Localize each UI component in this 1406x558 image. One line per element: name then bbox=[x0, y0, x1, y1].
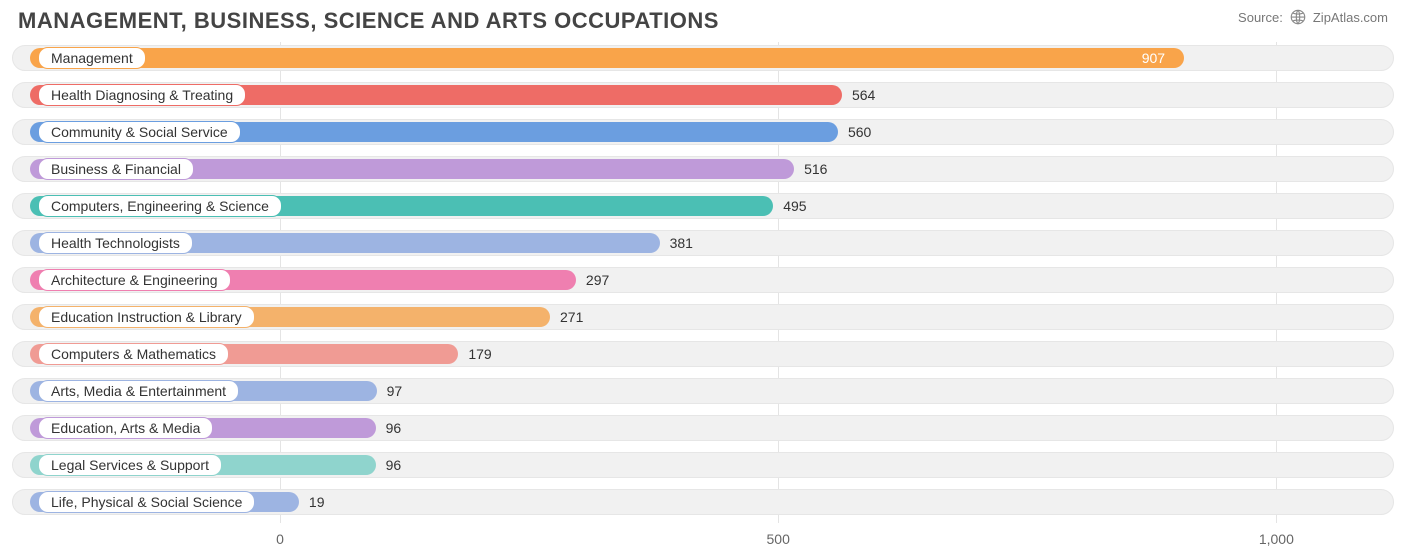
bar-value-label: 495 bbox=[783, 198, 806, 214]
bar-category-label: Computers & Mathematics bbox=[38, 343, 229, 365]
bar-row: Computers, Engineering & Science 495 bbox=[12, 190, 1394, 222]
chart-container: MANAGEMENT, BUSINESS, SCIENCE AND ARTS O… bbox=[0, 0, 1406, 558]
x-axis-tick-label: 0 bbox=[276, 531, 284, 547]
x-axis-tick-label: 1,000 bbox=[1259, 531, 1294, 547]
bar-value-label: 96 bbox=[386, 457, 402, 473]
bar-category-label: Education Instruction & Library bbox=[38, 306, 255, 328]
bar-category-label: Computers, Engineering & Science bbox=[38, 195, 282, 217]
bar-row: Health Diagnosing & Treating 564 bbox=[12, 79, 1394, 111]
bar-category-label: Life, Physical & Social Science bbox=[38, 491, 255, 513]
bar-category-label: Arts, Media & Entertainment bbox=[38, 380, 239, 402]
bar-value-label: 560 bbox=[848, 124, 871, 140]
source-attribution: Source: ZipAtlas.com bbox=[1238, 8, 1388, 26]
bar-category-label: Architecture & Engineering bbox=[38, 269, 231, 291]
bar-row: Community & Social Service 560 bbox=[12, 116, 1394, 148]
bar-value-label: 271 bbox=[560, 309, 583, 325]
bar-value-label: 19 bbox=[309, 494, 325, 510]
bar-value-label: 907 bbox=[1142, 50, 1165, 66]
bar-value-label: 381 bbox=[670, 235, 693, 251]
bar-row: Health Technologists 381 bbox=[12, 227, 1394, 259]
bar-value-label: 96 bbox=[386, 420, 402, 436]
bar-category-label: Management bbox=[38, 47, 146, 69]
bar-category-label: Education, Arts & Media bbox=[38, 417, 213, 439]
bar-value-label: 97 bbox=[387, 383, 403, 399]
bar-row: Computers & Mathematics 179 bbox=[12, 338, 1394, 370]
x-axis-labels: 0 500 1,000 bbox=[12, 527, 1394, 547]
x-axis-tick-label: 500 bbox=[766, 531, 789, 547]
bar-row: Education Instruction & Library 271 bbox=[12, 301, 1394, 333]
bar bbox=[30, 48, 1184, 68]
bar-row: Architecture & Engineering 297 bbox=[12, 264, 1394, 296]
source-label: Source: bbox=[1238, 10, 1283, 25]
bar-row: Legal Services & Support 96 bbox=[12, 449, 1394, 481]
bar-category-label: Health Technologists bbox=[38, 232, 193, 254]
bar-category-label: Health Diagnosing & Treating bbox=[38, 84, 246, 106]
bar-value-label: 179 bbox=[468, 346, 491, 362]
bar-row: Life, Physical & Social Science 19 bbox=[12, 486, 1394, 518]
chart-header: MANAGEMENT, BUSINESS, SCIENCE AND ARTS O… bbox=[12, 8, 1394, 42]
plot-area: Management 907 Health Diagnosing & Treatin… bbox=[12, 42, 1394, 547]
bar-row: Business & Financial 516 bbox=[12, 153, 1394, 185]
bar-category-label: Legal Services & Support bbox=[38, 454, 222, 476]
bar-row: Management 907 bbox=[12, 42, 1394, 74]
bar-row: Arts, Media & Entertainment 97 bbox=[12, 375, 1394, 407]
bars-group: Management 907 Health Diagnosing & Treatin… bbox=[12, 42, 1394, 518]
chart-title: MANAGEMENT, BUSINESS, SCIENCE AND ARTS O… bbox=[18, 8, 719, 34]
bar-row: Education, Arts & Media 96 bbox=[12, 412, 1394, 444]
bar-value-label: 297 bbox=[586, 272, 609, 288]
source-value: ZipAtlas.com bbox=[1313, 10, 1388, 25]
globe-grid-icon bbox=[1289, 8, 1307, 26]
bar-value-label: 564 bbox=[852, 87, 875, 103]
bar-category-label: Community & Social Service bbox=[38, 121, 241, 143]
bar-category-label: Business & Financial bbox=[38, 158, 194, 180]
bar-value-label: 516 bbox=[804, 161, 827, 177]
